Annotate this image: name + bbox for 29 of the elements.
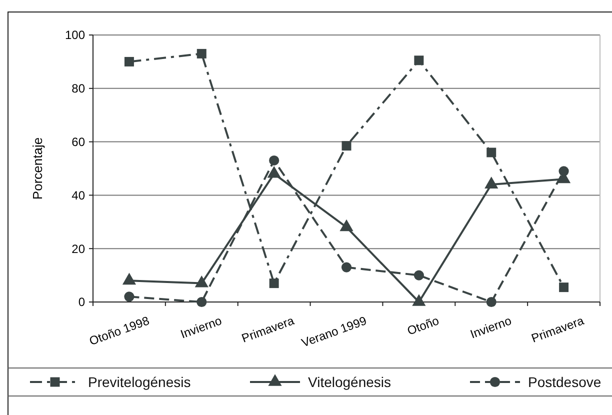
legend-label: Vitelogénesis [308, 374, 392, 390]
point [342, 141, 352, 151]
x-tick-label: Otoño 1998 [87, 313, 152, 348]
y-tick-label: 20 [72, 242, 86, 256]
y-tick-label: 80 [72, 82, 86, 96]
point [486, 148, 496, 158]
y-tick-label: 40 [72, 188, 86, 202]
y-tick-label: 0 [78, 295, 86, 310]
legend-label: Previtelogénesis [88, 374, 191, 390]
point [124, 56, 134, 66]
point [486, 296, 496, 308]
point [414, 270, 424, 280]
point [269, 278, 279, 288]
x-tick-label: Invierno [468, 313, 514, 342]
x-tick-label: Invierno [178, 313, 224, 342]
point [124, 292, 134, 302]
point [196, 296, 207, 308]
point [269, 155, 280, 166]
point [558, 166, 569, 176]
x-tick-label: Otoño [405, 313, 442, 338]
x-tick-label: Verano 1999 [300, 313, 369, 350]
y-tick-label: 60 [72, 135, 86, 149]
point [559, 282, 569, 292]
y-axis-title: Porcentaje [30, 137, 45, 200]
point [196, 48, 206, 58]
legend-label: Postdesove [528, 374, 602, 390]
y-tick-label: 100 [64, 28, 86, 42]
point [414, 56, 424, 66]
point [341, 262, 352, 272]
